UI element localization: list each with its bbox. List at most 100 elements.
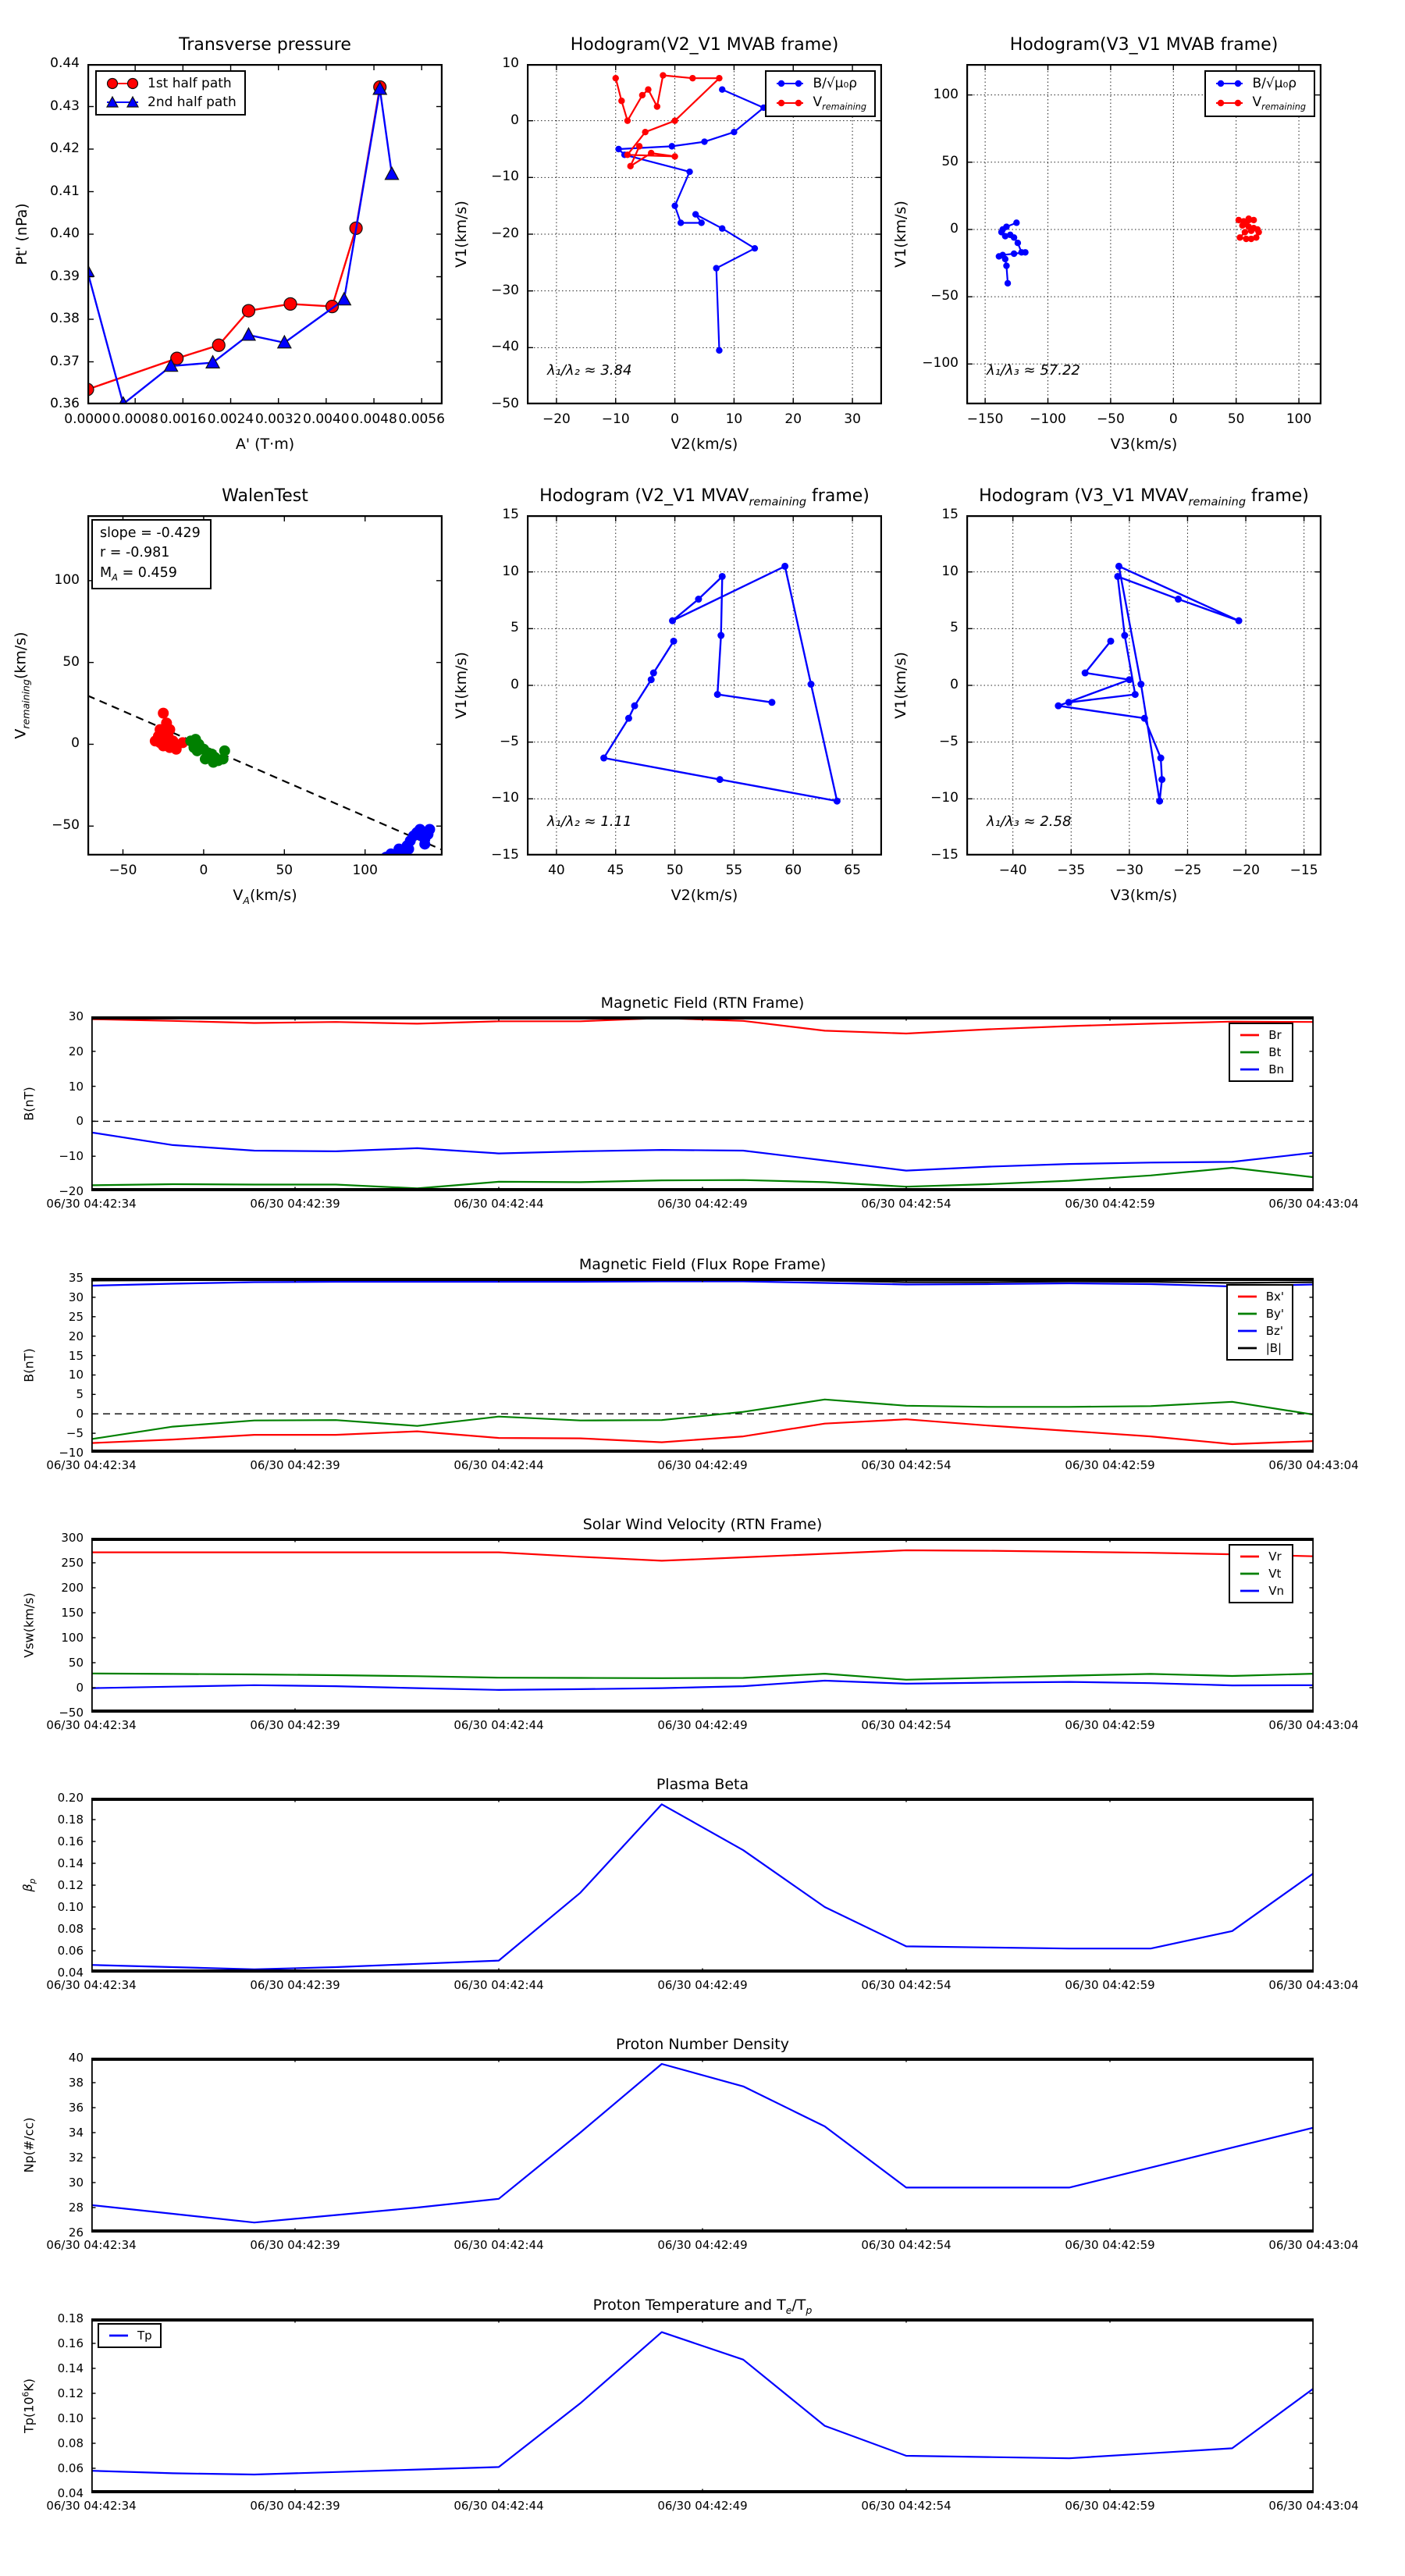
x-tick-label: 06/30 04:42:54 <box>861 2499 951 2513</box>
marker-B/sqrt(mu0 rho) <box>716 347 723 354</box>
legend-entry: 2nd half path <box>105 94 237 110</box>
y-tick-label: 0.37 <box>50 353 80 369</box>
legend-marker <box>1240 1572 1260 1575</box>
hodogram_v2v1_mvav-xlabel: V2(km/s) <box>670 887 738 904</box>
marker-2nd half path <box>240 326 257 341</box>
marker-B/sqrt(mu0 rho) <box>731 129 738 136</box>
marker-B/sqrt(mu0 rho) <box>686 168 693 176</box>
x-tick-label: 0.0032 <box>254 411 302 427</box>
x-tick-label: 0 <box>199 863 208 878</box>
marker-2nd half path <box>372 80 388 95</box>
hodogram_v3v1_mvab-title: Hodogram(V3_V1 MVAB frame) <box>1009 35 1279 55</box>
x-tick-label: 06/30 04:42:39 <box>250 1978 340 1992</box>
legend-label: Bx' <box>1265 1290 1284 1304</box>
panel-magnetic-field-flux-rope: Magnetic Field (Flux Rope Frame) 06/30 04… <box>22 1256 1359 1472</box>
series-1st half path <box>87 87 381 391</box>
marker-V remaining <box>1235 216 1243 224</box>
y-tick-label: 0.08 <box>57 1922 84 1936</box>
walen_test-title: WalenTest <box>222 486 308 506</box>
x-tick-label: 06/30 04:42:39 <box>250 2238 340 2252</box>
series-Vt <box>91 1672 1314 1681</box>
panel-proton-number-density: Proton Number Density 06/30 04:42:34 06/30… <box>22 2036 1359 2252</box>
series-beta_p <box>91 1803 1314 1970</box>
x-tick-label: 06/30 04:42:54 <box>861 1197 951 1211</box>
marker-V remaining <box>716 74 723 82</box>
x-tick-label: 06/30 04:42:39 <box>250 1718 340 1732</box>
marker-B/sqrt(mu0 rho) <box>1004 279 1012 287</box>
marker-V remaining <box>624 151 631 158</box>
legend-entry: Vn <box>1238 1584 1284 1598</box>
y-tick-label: −10 <box>930 790 959 806</box>
proton_number_density-title: Proton Number Density <box>616 2036 789 2053</box>
marker-V hodogram <box>1137 681 1145 688</box>
legend-marker <box>1237 1329 1257 1332</box>
x-tick-label: 06/30 04:42:44 <box>454 1458 544 1472</box>
marker-B/sqrt(mu0 rho) <box>1003 262 1010 269</box>
x-tick-label: 06/30 04:42:34 <box>46 1197 137 1211</box>
marker-B/sqrt(mu0 rho) <box>1010 250 1018 258</box>
y-tick-label: 50 <box>68 1656 84 1670</box>
y-tick-label: 0.42 <box>50 141 80 156</box>
marker-B/sqrt(mu0 rho) <box>1013 219 1020 226</box>
y-tick-label: 300 <box>61 1531 84 1545</box>
series-Vr <box>91 1549 1314 1562</box>
marker-V hodogram <box>716 776 724 784</box>
marker-V hodogram <box>1121 632 1129 639</box>
legend-entry: Vt <box>1238 1567 1284 1581</box>
x-tick-label: −10 <box>601 411 630 427</box>
marker-first interval <box>158 707 169 719</box>
legend-label: Vt <box>1268 1567 1282 1581</box>
y-tick-label: 0.06 <box>57 1944 84 1958</box>
marker-B/sqrt(mu0 rho) <box>677 219 685 226</box>
marker-V remaining <box>648 149 655 157</box>
plasma_beta-ylabel: βp <box>20 1878 38 1892</box>
marker-V hodogram <box>807 681 815 688</box>
y-tick-label: 0.18 <box>57 1813 84 1827</box>
marker-V remaining <box>1245 215 1252 222</box>
marker-V hodogram <box>718 572 726 580</box>
y-tick-label: 0.14 <box>57 2361 84 2375</box>
transverse_pressure-title: Transverse pressure <box>179 35 351 55</box>
y-tick-label: −15 <box>491 847 519 863</box>
legend-label: Bt <box>1268 1045 1282 1059</box>
series-By' <box>91 1398 1314 1440</box>
series-Tp <box>91 2331 1314 2476</box>
x-tick-label: −40 <box>998 863 1027 878</box>
legend-label: B/√μ₀ρ <box>1252 76 1297 91</box>
hodogram_v3v1_mvab-legend: B/√μ₀ρ Vremaining <box>1204 70 1315 118</box>
hodogram_v2v1_mvab-plot-area <box>527 64 882 404</box>
marker-V hodogram <box>1175 596 1183 603</box>
x-tick-label: 06/30 04:42:54 <box>861 2238 951 2252</box>
x-tick-label: 06/30 04:43:04 <box>1268 2238 1359 2252</box>
legend-entry: Bt <box>1238 1045 1284 1059</box>
proton_temperature-legend: Tp <box>98 2323 162 2348</box>
marker-B/sqrt(mu0 rho) <box>671 202 678 209</box>
x-tick-label: 06/30 04:42:44 <box>454 2499 544 2513</box>
y-tick-label: 0.16 <box>57 1834 84 1848</box>
magnetic_field_flux_rope-legend: Bx' By' Bz' |B| <box>1225 1284 1293 1361</box>
magnetic_field_rtn-plot-area <box>91 1016 1314 1191</box>
marker-V remaining <box>1243 235 1250 243</box>
marker-V hodogram <box>1131 691 1139 699</box>
y-tick-label: −5 <box>499 733 519 749</box>
panel-proton-temperature: Proton Temperature and Te/Tp 06/30 04:42:… <box>21 2297 1358 2513</box>
marker-V remaining <box>671 117 678 124</box>
marker-V remaining <box>627 162 634 169</box>
legend-marker <box>777 99 804 107</box>
marker-B/sqrt(mu0 rho) <box>698 219 705 226</box>
solar_wind_velocity-ylabel: Vsw(km/s) <box>21 1592 37 1658</box>
legend-entry: Vr <box>1238 1550 1284 1564</box>
marker-B/sqrt(mu0 rho) <box>1022 249 1029 256</box>
plot-hodogram-v3v1-mvav: Hodogram (V3_V1 MVAVremaining frame) −40 −… <box>892 486 1321 904</box>
marker-2nd half path <box>336 291 352 306</box>
y-tick-label: 5 <box>950 620 959 636</box>
legend-label: Br <box>1268 1028 1282 1042</box>
y-tick-label: 0.06 <box>57 2461 84 2475</box>
y-tick-label: 36 <box>68 2101 84 2115</box>
marker-V hodogram <box>1140 714 1148 722</box>
y-tick-label: 100 <box>54 571 80 588</box>
hodogram_v3v1_mvav-title: Hodogram (V3_V1 MVAVremaining frame) <box>979 486 1309 509</box>
x-tick-label: −20 <box>542 411 571 427</box>
y-tick-label: 50 <box>941 153 959 169</box>
x-tick-label: −20 <box>1232 863 1260 878</box>
